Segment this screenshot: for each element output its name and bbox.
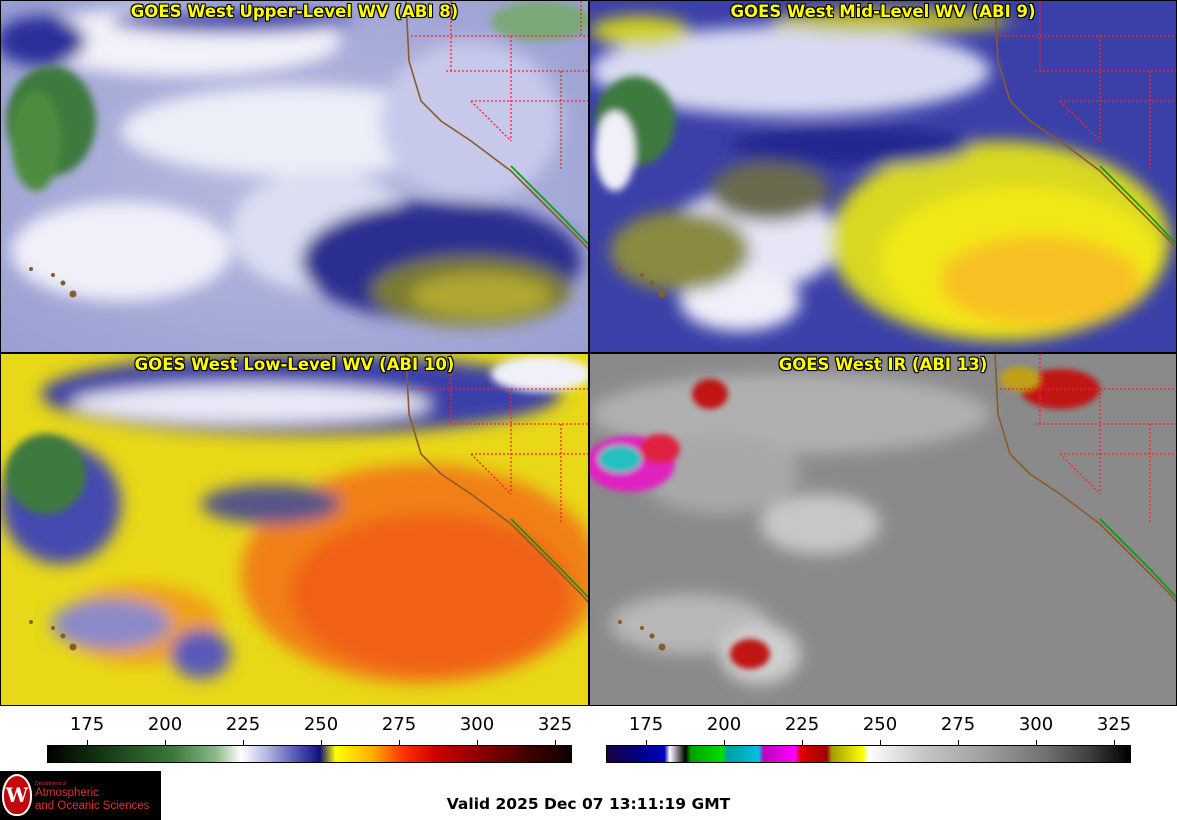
- colorbar-gradient: [47, 745, 572, 763]
- colorbar-tick: [243, 740, 244, 746]
- colorbar-tick: [724, 740, 725, 746]
- colorbar-ir: 175 200 225 250 275 300 325: [589, 712, 1177, 767]
- colorbar-tick: [555, 740, 556, 746]
- satellite-image-upper-wv: [1, 1, 588, 352]
- colorbar-tick: [802, 740, 803, 746]
- colorbar-tick-label: 200: [706, 714, 742, 735]
- colorbar-tick-label: 225: [225, 714, 261, 735]
- logo-line-1: Atmospheric: [35, 787, 99, 799]
- colorbar-tick-label: 325: [1096, 714, 1132, 735]
- satellite-image-low-wv: [1, 354, 588, 705]
- logo-department: Department of: [35, 781, 67, 787]
- panel-ir: GOES West IR (ABI 13): [589, 353, 1177, 706]
- colorbar-tick-label: 200: [147, 714, 183, 735]
- valid-time: Valid 2025 Dec 07 13:11:19 GMT: [446, 795, 731, 813]
- colorbar-tick-label: 175: [628, 714, 664, 735]
- colorbar-tick-label: 275: [381, 714, 417, 735]
- satellite-image-ir: [590, 354, 1176, 705]
- panel-title: GOES West Upper-Level WV (ABI 8): [130, 2, 459, 21]
- panel-title: GOES West IR (ABI 13): [778, 355, 988, 374]
- uw-aos-logo: W Department of Atmospheric and Oceanic …: [0, 771, 161, 820]
- colorbar-tick: [399, 740, 400, 746]
- panel-upper-level-wv: GOES West Upper-Level WV (ABI 8): [0, 0, 589, 353]
- panel-low-level-wv: GOES West Low-Level WV (ABI 10): [0, 353, 589, 706]
- colorbar-tick-label: 325: [537, 714, 573, 735]
- colorbar-tick: [1114, 740, 1115, 746]
- satellite-image-mid-wv: [590, 1, 1176, 352]
- logo-line-2: and Oceanic Sciences: [35, 800, 150, 812]
- colorbar-tick: [477, 740, 478, 746]
- colorbar-tick: [958, 740, 959, 746]
- colorbar-tick: [321, 740, 322, 746]
- colorbar-tick-label: 300: [459, 714, 495, 735]
- colorbar-tick: [165, 740, 166, 746]
- panel-title: GOES West Mid-Level WV (ABI 9): [730, 2, 1036, 21]
- colorbar-tick-label: 250: [862, 714, 898, 735]
- colorbar-tick-label: 175: [69, 714, 105, 735]
- colorbar-tick-label: 250: [303, 714, 339, 735]
- colorbar-tick: [87, 740, 88, 746]
- colorbar-tick: [646, 740, 647, 746]
- colorbar-tick-label: 300: [1018, 714, 1054, 735]
- colorbar-tick-label: 275: [940, 714, 976, 735]
- colorbar-tick: [880, 740, 881, 746]
- colorbar-gradient: [606, 745, 1131, 763]
- uw-seal-icon: W: [2, 774, 32, 816]
- colorbar-tick: [1036, 740, 1037, 746]
- panel-mid-level-wv: GOES West Mid-Level WV (ABI 9): [589, 0, 1177, 353]
- colorbar-tick-label: 225: [784, 714, 820, 735]
- panel-title: GOES West Low-Level WV (ABI 10): [134, 355, 455, 374]
- colorbar-wv: 175 200 225 250 275 300 325: [0, 712, 589, 767]
